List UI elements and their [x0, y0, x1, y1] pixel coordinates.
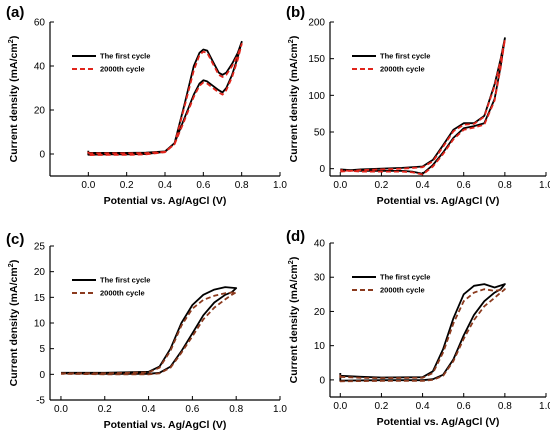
- x-axis-label: Potential vs. Ag/AgCl (V): [377, 195, 500, 207]
- y-tick-label: 5: [39, 344, 45, 355]
- y-tick-label: 0: [319, 164, 325, 175]
- x-tick-label: 0.6: [185, 404, 199, 415]
- x-tick-label: 0.4: [416, 180, 430, 191]
- x-tick-label: 0.0: [54, 404, 68, 415]
- y-axis-label: Current density (mA/cm2): [6, 260, 20, 387]
- y-tick-label: 0: [319, 375, 325, 386]
- y-tick-label: 150: [308, 54, 325, 65]
- series-line-2000th-cycle: [340, 38, 506, 176]
- legend-label: The first cycle: [380, 273, 430, 282]
- x-tick-label: 0.2: [374, 180, 388, 191]
- x-tick-label: 0.8: [229, 404, 243, 415]
- x-axis-label: Potential vs. Ag/AgCl (V): [104, 195, 227, 207]
- legend-label: The first cycle: [380, 52, 430, 61]
- y-tick-label: 20: [34, 106, 46, 117]
- chart-panel-b: (b) 0.0 0.2 0.4 0.6 0.8 1.0 0 50 100 150 200 Potenti…: [286, 4, 550, 207]
- chart-panel-a: (a) 0.0 0.2 0.4 0.6 0.8 1.0 0 20 40 60 Potential vs…: [6, 4, 287, 207]
- x-tick-label: 0.6: [457, 180, 471, 191]
- chart-panel-d: (d) 0.0 0.2 0.4 0.6 0.8 1.0 0 10 20 30 40 Potential …: [286, 228, 550, 428]
- y-axis-label: Current density (mA/cm2): [6, 36, 20, 163]
- x-tick-label: 0.0: [81, 180, 95, 191]
- y-axis-label: Current density (mA/cm2): [286, 36, 300, 163]
- legend-label: 2000th cycle: [380, 286, 425, 295]
- y-tick-label: 60: [34, 18, 46, 29]
- chart-panel-c: (c) 0.0 0.2 0.4 0.6 0.8 1.0 -5 0 5 10 15 20 25 Potenti…: [6, 231, 287, 431]
- y-tick-label: 15: [34, 293, 46, 304]
- x-tick-label: 1.0: [273, 180, 287, 191]
- y-tick-label: 200: [308, 18, 325, 29]
- x-tick-label: 0.2: [374, 401, 388, 412]
- x-tick-label: 1.0: [539, 401, 550, 412]
- x-axis-label: Potential vs. Ag/AgCl (V): [104, 419, 227, 431]
- panel-label: (d): [286, 228, 305, 245]
- y-tick-label: 50: [314, 128, 326, 139]
- x-tick-label: 0.4: [158, 180, 172, 191]
- y-tick-label: 40: [314, 239, 326, 250]
- x-tick-label: 0.8: [498, 401, 512, 412]
- panel-label: (a): [6, 4, 24, 21]
- x-tick-label: 1.0: [273, 404, 287, 415]
- x-tick-label: 0.0: [333, 401, 347, 412]
- x-tick-label: 0.4: [416, 401, 430, 412]
- legend-label: The first cycle: [100, 276, 150, 285]
- y-tick-label: 40: [34, 62, 46, 73]
- x-tick-label: 0.6: [196, 180, 210, 191]
- y-tick-label: 0: [39, 370, 45, 381]
- x-tick-label: 0.2: [98, 404, 112, 415]
- x-tick-label: 1.0: [539, 180, 550, 191]
- x-tick-label: 0.2: [120, 180, 134, 191]
- y-tick-label: 10: [314, 341, 326, 352]
- y-tick-label: -5: [36, 396, 45, 407]
- y-axis-label: Current density (mA/cm2): [286, 257, 300, 384]
- x-tick-label: 0.8: [498, 180, 512, 191]
- legend-label: The first cycle: [100, 52, 150, 61]
- y-tick-label: 100: [308, 91, 325, 102]
- series-line-first-cycle: [60, 286, 238, 375]
- series-line-2000th-cycle: [339, 288, 506, 383]
- y-tick-label: 0: [39, 150, 45, 161]
- x-tick-label: 0.4: [142, 404, 156, 415]
- x-axis-label: Potential vs. Ag/AgCl (V): [377, 416, 500, 428]
- y-tick-label: 20: [34, 267, 46, 278]
- panel-label: (b): [286, 4, 305, 21]
- legend-label: 2000th cycle: [100, 65, 145, 74]
- legend-label: 2000th cycle: [100, 289, 145, 298]
- y-tick-label: 25: [34, 242, 46, 253]
- y-tick-label: 30: [314, 273, 326, 284]
- series-line-first-cycle: [339, 283, 506, 382]
- x-tick-label: 0.8: [235, 180, 249, 191]
- y-tick-label: 20: [314, 307, 326, 318]
- y-tick-label: 10: [34, 319, 46, 330]
- series-line-2000th-cycle: [60, 291, 238, 376]
- legend-label: 2000th cycle: [380, 65, 425, 74]
- panel-label: (c): [6, 231, 24, 248]
- x-tick-label: 0.0: [333, 180, 347, 191]
- series-line-2000th-cycle: [87, 43, 243, 157]
- x-tick-label: 0.6: [457, 401, 471, 412]
